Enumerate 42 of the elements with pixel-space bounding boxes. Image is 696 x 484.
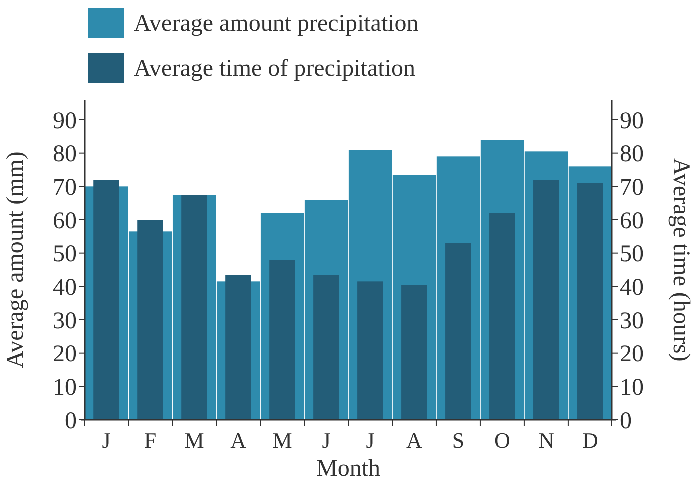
x-tick-label: O	[494, 428, 510, 453]
bar	[358, 282, 384, 420]
x-tick-label: F	[144, 428, 157, 453]
y-tick-label: 30	[53, 308, 77, 334]
y2-tick-label: 50	[620, 242, 644, 268]
y2-tick-label: 90	[620, 108, 644, 134]
y-tick-label: 70	[53, 175, 77, 202]
y-tick-label: 20	[53, 342, 77, 368]
x-tick-label: A	[406, 428, 423, 453]
x-tick-label: S	[452, 428, 465, 453]
bar	[314, 275, 340, 420]
y-tick-label: 90	[53, 108, 77, 134]
y-tick-label: 0	[65, 408, 77, 434]
y-tick-label: 40	[53, 275, 77, 302]
bar	[402, 285, 428, 420]
x-tick-label: D	[582, 428, 598, 453]
y-axis-title: Average amount (mm)	[3, 152, 29, 368]
y2-tick-label: 10	[620, 375, 644, 402]
y-tick-label: 10	[53, 375, 77, 402]
x-tick-label: M	[184, 428, 204, 453]
y2-tick-label: 30	[620, 308, 644, 334]
x-tick-label: J	[322, 428, 332, 453]
legend-label: Average amount precipitation	[134, 11, 419, 37]
bar	[446, 243, 472, 420]
x-tick-label: J	[366, 428, 376, 453]
x-axis-title: Month	[316, 456, 381, 482]
y2-tick-label: 70	[620, 175, 644, 202]
y2-tick-label: 0	[620, 408, 632, 434]
x-tick-label: A	[230, 428, 247, 453]
y2-axis-title: Average time (hours)	[668, 158, 694, 362]
x-tick-label: J	[102, 428, 112, 453]
bar	[490, 213, 516, 420]
y2-tick-label: 60	[620, 208, 644, 234]
y-tick-label: 80	[53, 142, 77, 168]
x-tick-label: M	[272, 428, 292, 453]
x-tick-label: N	[538, 428, 555, 453]
y-tick-label: 60	[53, 208, 77, 234]
y2-tick-label: 20	[620, 342, 644, 368]
y-tick-label: 50	[53, 242, 77, 268]
legend-label: Average time of precipitation	[134, 56, 416, 82]
y2-tick-label: 80	[620, 142, 644, 168]
y2-tick-label: 40	[620, 275, 644, 302]
